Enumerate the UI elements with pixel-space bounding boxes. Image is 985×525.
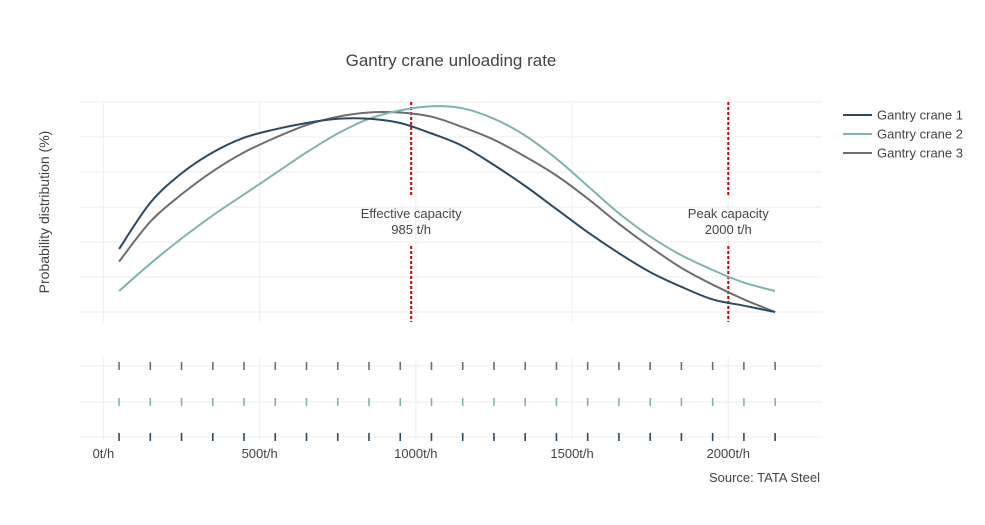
legend: Gantry crane 1 Gantry crane 2 Gantry crane… xyxy=(843,108,963,161)
x-tick-label: 500t/h xyxy=(242,446,278,461)
series-line xyxy=(118,110,776,313)
y-axis-label: Probability distribution (%) xyxy=(36,131,52,294)
legend-label[interactable]: Gantry crane 3 xyxy=(877,146,963,161)
capacity-lines xyxy=(410,102,730,322)
x-tick-label: 0t/h xyxy=(93,446,115,461)
rug-plot xyxy=(118,362,776,441)
annotation-value: 2000 t/h xyxy=(705,222,752,237)
x-tick-label: 1500t/h xyxy=(550,446,593,461)
annotation-label: Peak capacity xyxy=(688,206,769,221)
legend-label[interactable]: Gantry crane 2 xyxy=(877,127,963,142)
series-line xyxy=(118,117,776,313)
x-tick-label: 1000t/h xyxy=(394,446,437,461)
annotation-label: Effective capacity xyxy=(361,206,462,221)
grid xyxy=(80,101,822,440)
x-tick-label: 2000t/h xyxy=(707,446,750,461)
series-line xyxy=(118,105,776,292)
series-lines xyxy=(118,105,776,313)
chart-title: Gantry crane unloading rate xyxy=(346,51,557,70)
x-axis-ticks: 0t/h 500t/h 1000t/h 1500t/h 2000t/h xyxy=(93,446,750,461)
source-note: Source: TATA Steel xyxy=(709,470,820,485)
annotation-value: 985 t/h xyxy=(391,222,431,237)
legend-label[interactable]: Gantry crane 1 xyxy=(877,108,963,123)
